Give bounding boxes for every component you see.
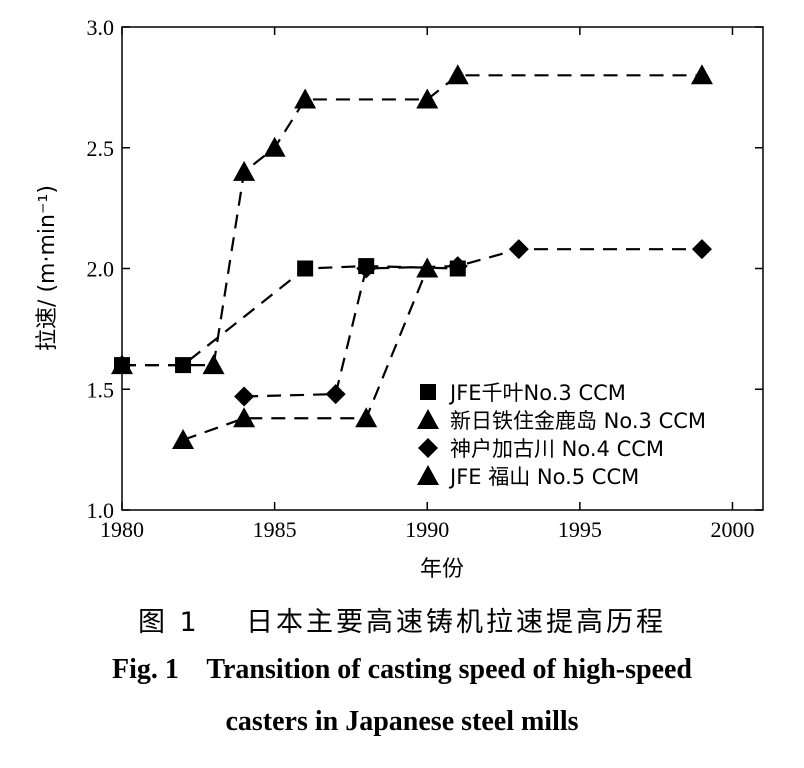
series-4 [172, 257, 439, 449]
legend-marker-triangle [417, 465, 439, 485]
data-point-triangle [111, 354, 133, 375]
series-line [244, 248, 702, 398]
series-line [122, 74, 702, 367]
legend: JFE千叶No.3 CCM 新日铁住金鹿岛 No.3 CCM 神户加古川 No.4 … [417, 381, 706, 489]
data-point-triangle [416, 88, 439, 109]
data-point-triangle [416, 257, 439, 278]
data-point-triangle [690, 64, 713, 85]
x-tick-label: 1995 [558, 517, 602, 542]
series-3 [234, 239, 712, 407]
series-layer [111, 64, 713, 449]
data-point-diamond [447, 256, 468, 277]
y-tick-label: 1.5 [87, 377, 115, 402]
legend-marker-diamond [418, 438, 438, 458]
data-point-triangle [355, 407, 378, 428]
data-point-triangle [202, 354, 225, 375]
series-line [182, 268, 429, 442]
data-point-triangle [172, 428, 195, 449]
legend-label: 神户加古川 No.4 CCM [450, 437, 664, 461]
data-point-triangle [233, 407, 256, 428]
data-point-square [297, 260, 314, 277]
caption-english-line2: casters in Japanese steel mills [225, 706, 579, 737]
legend-label: JFE千叶No.3 CCM [448, 381, 626, 405]
x-tick-label: 2000 [710, 517, 754, 542]
legend-label: 新日铁住金鹿岛 No.3 CCM [450, 409, 706, 433]
data-point-square [175, 357, 192, 374]
axis-ticks: 1980 1985 1990 1995 2000 1.0 1.5 2.0 2.5 3.0 [87, 15, 763, 542]
x-tick-label: 1990 [405, 517, 449, 542]
data-point-triangle [446, 64, 469, 85]
legend-marker-triangle [417, 409, 439, 429]
data-point-diamond [691, 239, 712, 260]
data-point-triangle [294, 88, 317, 109]
y-tick-label: 2.5 [87, 136, 115, 161]
legend-label: JFE 福山 No.5 CCM [448, 465, 639, 489]
series-1 [114, 258, 466, 374]
data-point-diamond [325, 384, 346, 405]
data-point-diamond [356, 258, 377, 279]
y-tick-label: 3.0 [87, 15, 115, 40]
data-point-triangle [263, 136, 286, 157]
x-axis-title: 年份 [420, 557, 464, 582]
legend-marker-square [420, 384, 436, 400]
chart-svg: 1980 1985 1990 1995 2000 1.0 1.5 2.0 2.5 3.0 年份 拉… [35, 15, 764, 582]
series-2 [111, 64, 713, 375]
y-tick-label: 1.0 [87, 498, 115, 523]
data-point-triangle [233, 160, 256, 181]
data-point-diamond [234, 386, 255, 407]
caption-chinese: 图 1 日本主要高速铸机拉速提高历程 [137, 607, 667, 638]
y-tick-label: 2.0 [87, 257, 115, 282]
series-line [122, 264, 458, 367]
data-point-diamond [508, 239, 529, 260]
caption-english-line1: Fig. 1 Transition of casting speed of hi… [111, 654, 692, 685]
x-tick-label: 1985 [253, 517, 297, 542]
y-axis-title: 拉速/ (m·min⁻¹) [35, 185, 60, 351]
x-tick-label: 1980 [100, 517, 144, 542]
